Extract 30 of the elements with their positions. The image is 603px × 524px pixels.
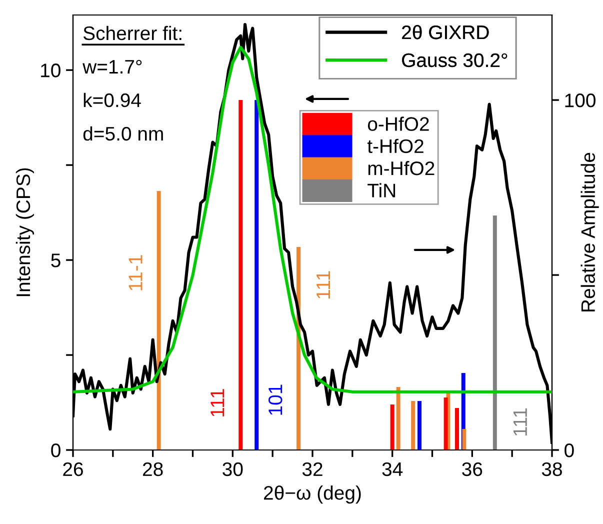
y-tick-label: 0: [51, 443, 60, 458]
annotation: Scherrer fit:: [83, 26, 182, 40]
y2-tick-label: 0: [564, 443, 574, 458]
x-tick-label: 34: [382, 462, 403, 476]
y2-axis-title: Relative Amplitude: [580, 152, 599, 312]
annotation: 11-1: [128, 255, 142, 290]
annotation: 111: [210, 389, 224, 416]
legend-label: 2θ GIXRD: [402, 24, 489, 40]
y-axis-title: Intensity (CPS): [16, 168, 34, 296]
x-tick-label: 26: [63, 462, 83, 476]
x-tick-label: 32: [302, 462, 322, 476]
annotation: 101: [268, 384, 282, 415]
annotation: k=0.94: [84, 92, 141, 108]
legend-label: TiN: [368, 183, 396, 198]
y-tick-label: 10: [41, 64, 60, 78]
x-axis-title: 2θ−ω (deg): [264, 485, 361, 504]
x-tick-label: 38: [542, 462, 562, 476]
y2-tick-label: 100: [565, 94, 596, 108]
annotation: 111: [316, 271, 330, 298]
legend-label: m-HfO2: [368, 160, 434, 176]
legend-label: o-HfO2: [368, 116, 429, 131]
legend-label: Gauss 30.2°: [402, 53, 508, 68]
legend-label: t-HfO2: [367, 138, 424, 154]
x-tick-label: 28: [143, 462, 163, 476]
x-tick-label: 30: [222, 462, 243, 476]
annotation: d=5.0 nm: [83, 126, 163, 141]
x-tick-label: 36: [462, 462, 482, 476]
annotation: 111: [513, 408, 527, 436]
annotation: w=1.7°: [82, 60, 142, 74]
y-tick-label: 5: [51, 254, 60, 268]
